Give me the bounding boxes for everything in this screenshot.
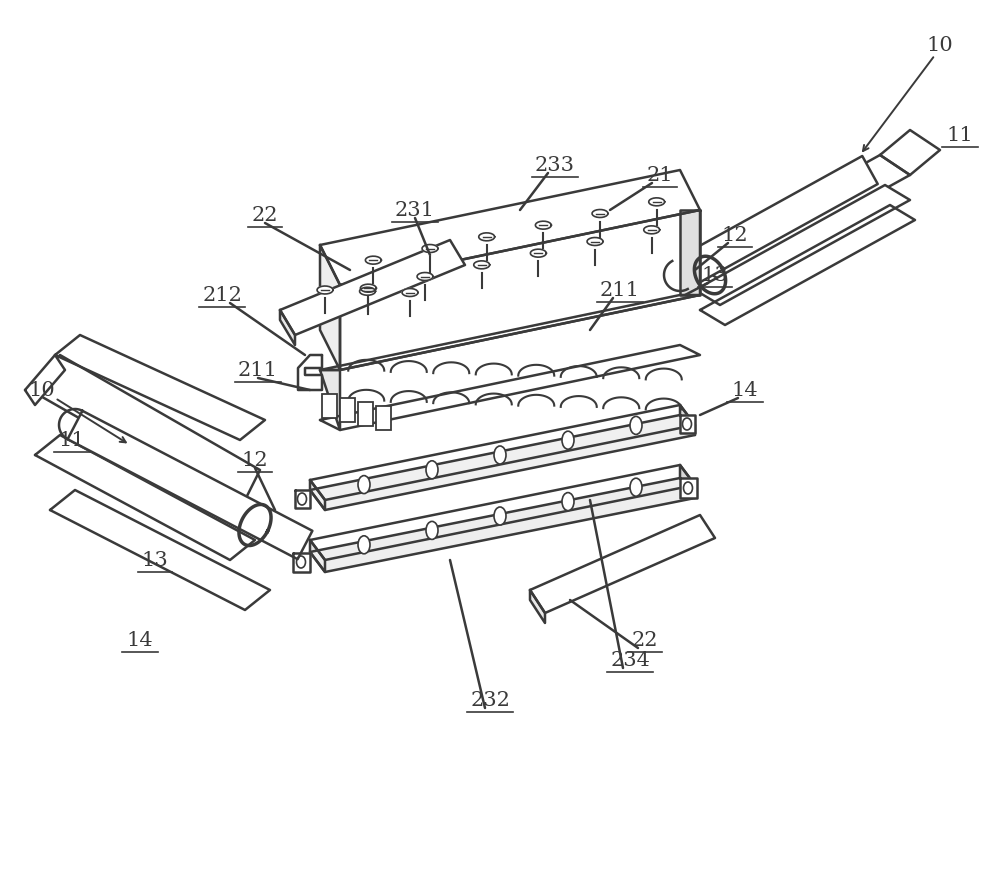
Polygon shape xyxy=(317,286,333,294)
Ellipse shape xyxy=(426,461,438,478)
Ellipse shape xyxy=(562,431,574,449)
Polygon shape xyxy=(320,295,700,370)
Text: 14: 14 xyxy=(732,380,758,400)
Text: 234: 234 xyxy=(610,650,650,670)
Polygon shape xyxy=(680,415,695,433)
Polygon shape xyxy=(298,355,322,390)
Polygon shape xyxy=(310,405,695,500)
Polygon shape xyxy=(360,284,376,292)
Polygon shape xyxy=(310,415,695,510)
Text: 211: 211 xyxy=(238,361,278,379)
Polygon shape xyxy=(479,233,495,241)
Ellipse shape xyxy=(630,478,642,496)
Ellipse shape xyxy=(298,493,306,505)
Bar xyxy=(358,402,373,426)
Text: 211: 211 xyxy=(600,281,640,299)
Polygon shape xyxy=(530,515,715,613)
Text: 12: 12 xyxy=(242,450,268,470)
Ellipse shape xyxy=(684,482,692,494)
Ellipse shape xyxy=(426,521,438,540)
Polygon shape xyxy=(320,345,700,430)
Polygon shape xyxy=(402,289,418,297)
Text: 13: 13 xyxy=(702,266,728,284)
Polygon shape xyxy=(310,465,695,560)
Ellipse shape xyxy=(358,536,370,554)
Text: 14: 14 xyxy=(127,631,153,649)
Polygon shape xyxy=(280,240,465,335)
Polygon shape xyxy=(417,273,433,281)
Ellipse shape xyxy=(630,416,642,434)
Text: 11: 11 xyxy=(59,431,85,449)
Ellipse shape xyxy=(682,418,692,430)
Polygon shape xyxy=(680,210,700,295)
Polygon shape xyxy=(474,260,490,268)
Ellipse shape xyxy=(494,507,506,525)
Polygon shape xyxy=(680,478,697,498)
Text: 10: 10 xyxy=(29,380,55,400)
Polygon shape xyxy=(30,355,260,510)
Text: 233: 233 xyxy=(535,156,575,175)
Polygon shape xyxy=(649,198,665,206)
Bar xyxy=(340,398,355,422)
Polygon shape xyxy=(644,226,660,234)
Polygon shape xyxy=(672,156,878,289)
Polygon shape xyxy=(530,249,546,257)
Polygon shape xyxy=(690,155,910,280)
Text: 232: 232 xyxy=(470,690,510,710)
Polygon shape xyxy=(365,256,381,264)
Polygon shape xyxy=(35,435,255,560)
Ellipse shape xyxy=(358,476,370,494)
Text: 13: 13 xyxy=(142,550,168,570)
Text: 10: 10 xyxy=(927,35,953,55)
Polygon shape xyxy=(310,480,325,510)
Polygon shape xyxy=(360,287,376,295)
Polygon shape xyxy=(310,478,695,572)
Polygon shape xyxy=(295,490,310,508)
Polygon shape xyxy=(293,553,310,572)
Bar xyxy=(322,394,337,418)
Text: 22: 22 xyxy=(252,206,278,224)
Polygon shape xyxy=(700,205,915,325)
Polygon shape xyxy=(25,355,65,405)
Polygon shape xyxy=(280,310,295,345)
Text: 12: 12 xyxy=(722,226,748,245)
Polygon shape xyxy=(340,210,700,370)
Polygon shape xyxy=(680,465,695,498)
Polygon shape xyxy=(320,245,340,370)
Polygon shape xyxy=(320,370,340,430)
Text: 212: 212 xyxy=(202,285,242,305)
Polygon shape xyxy=(535,222,551,229)
Polygon shape xyxy=(592,209,608,217)
Text: 21: 21 xyxy=(647,166,673,184)
Text: 11: 11 xyxy=(947,126,973,144)
Polygon shape xyxy=(310,540,325,572)
Polygon shape xyxy=(587,237,603,245)
Polygon shape xyxy=(68,411,312,559)
Polygon shape xyxy=(320,170,700,285)
Text: 231: 231 xyxy=(395,200,435,220)
Polygon shape xyxy=(695,185,910,305)
Ellipse shape xyxy=(494,446,506,464)
Polygon shape xyxy=(680,405,695,435)
Polygon shape xyxy=(880,130,940,175)
Text: 22: 22 xyxy=(632,631,658,649)
Polygon shape xyxy=(50,490,270,610)
Polygon shape xyxy=(530,590,545,623)
Polygon shape xyxy=(422,245,438,253)
Bar xyxy=(376,406,391,430)
Polygon shape xyxy=(55,335,265,440)
Ellipse shape xyxy=(296,556,306,568)
Ellipse shape xyxy=(562,493,574,510)
